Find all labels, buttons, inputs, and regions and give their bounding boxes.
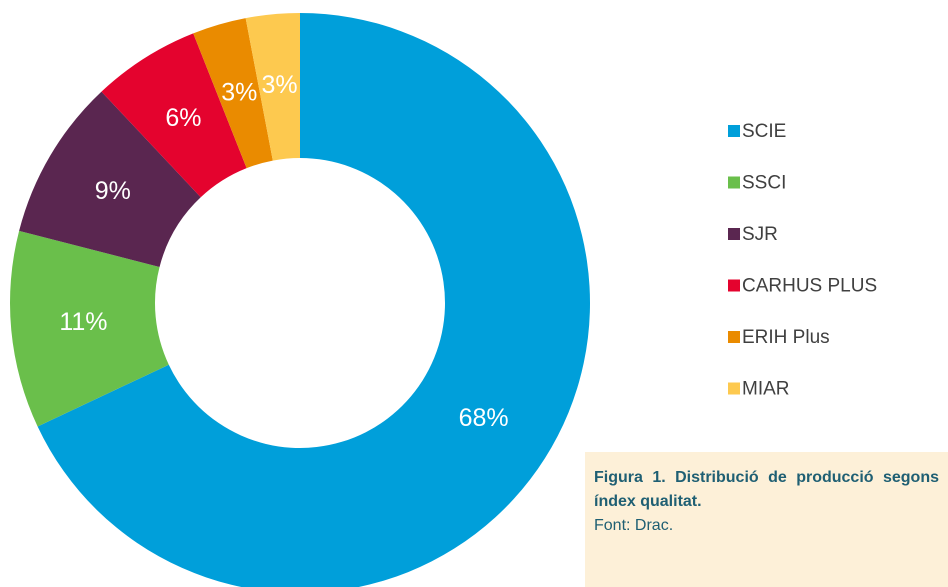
legend-swatch [728,125,740,137]
caption-title: Figura 1. Distribució de producció segon… [594,469,939,510]
slice-label: 68% [459,404,509,432]
slice-label: 11% [59,308,107,336]
legend-swatch [728,382,740,395]
caption-source: Font: Drac. [594,517,674,534]
slice [245,13,300,161]
slice [193,18,273,169]
legend-label: ERIH Plus [742,327,830,348]
legend-swatch [728,279,740,292]
slice [9,230,169,427]
slice [19,91,201,267]
caption-box: Figura 1. Distribució de producció segon… [585,452,948,587]
slice-label: 3% [261,71,297,99]
slice [37,13,590,587]
slice-label: 3% [221,79,257,107]
slice-label: 6% [165,104,201,132]
legend-swatch [728,176,740,189]
legend-label: SSCI [742,173,786,194]
legend-label: SJR [742,224,778,245]
legend-label: CARHUS PLUS [742,276,877,297]
slice [101,33,247,198]
legend-swatch [728,331,740,343]
slice-label: 9% [95,177,131,205]
legend-label: MIAR [742,379,790,400]
legend-label: SCIE [742,121,786,142]
legend-swatch [728,228,740,240]
